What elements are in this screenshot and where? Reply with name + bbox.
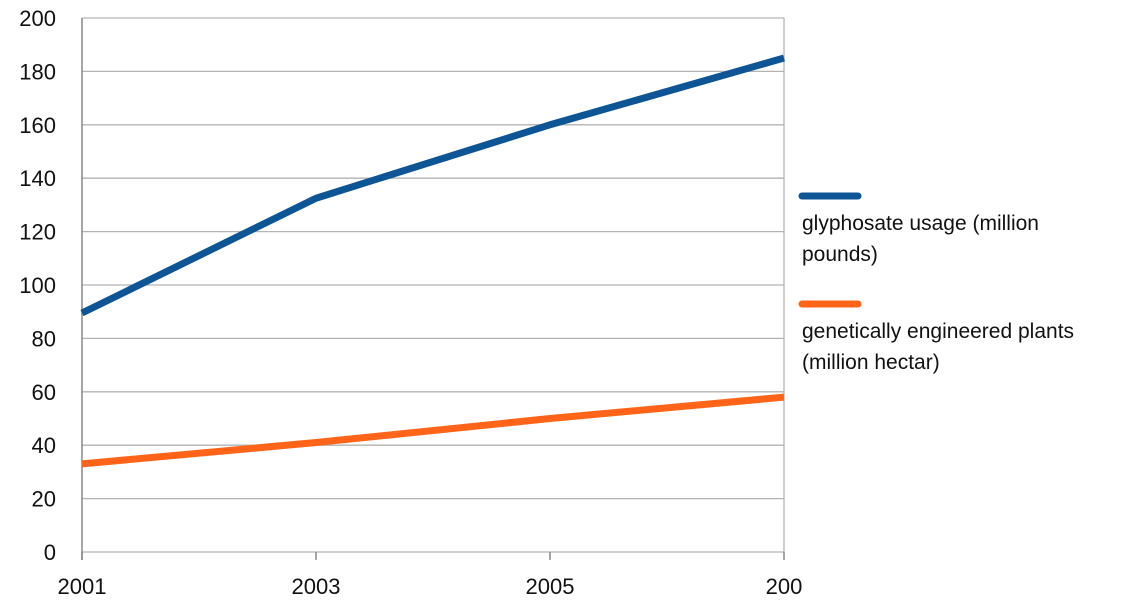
y-tick-label: 100 [19,273,56,298]
x-tick-label: 2003 [292,574,341,599]
y-tick-label: 140 [19,166,56,191]
x-tick-label: 2001 [58,574,107,599]
legend: glyphosate usage (million pounds) genetica… [798,192,1074,374]
legend-label: pounds) [802,243,878,266]
x-tick-label: 2005 [526,574,575,599]
x-tick-labels: 2001 2003 2005 200 [58,574,803,599]
y-tick-label: 180 [19,59,56,84]
x-tick-label: 200 [766,574,803,599]
y-tick-label: 20 [32,487,56,512]
legend-label: (million hectar) [802,351,940,374]
y-tick-label: 200 [19,6,56,31]
x-tick-marks [81,552,785,560]
y-tick-label: 40 [32,433,56,458]
series-line-1 [80,54,785,317]
series-line-2 [81,393,785,468]
y-tick-label: 120 [19,220,56,245]
y-tick-label: 60 [32,380,56,405]
y-tick-label: 0 [44,540,56,565]
series-lines [80,54,785,468]
legend-label: genetically engineered plants [802,320,1074,343]
y-tick-label: 160 [19,113,56,138]
y-tick-label: 80 [32,326,56,351]
grid-lines [82,17,785,553]
y-tick-labels: 0 20 40 60 80 100 120 140 160 180 200 [19,6,56,565]
legend-label: glyphosate usage (million [802,212,1039,235]
